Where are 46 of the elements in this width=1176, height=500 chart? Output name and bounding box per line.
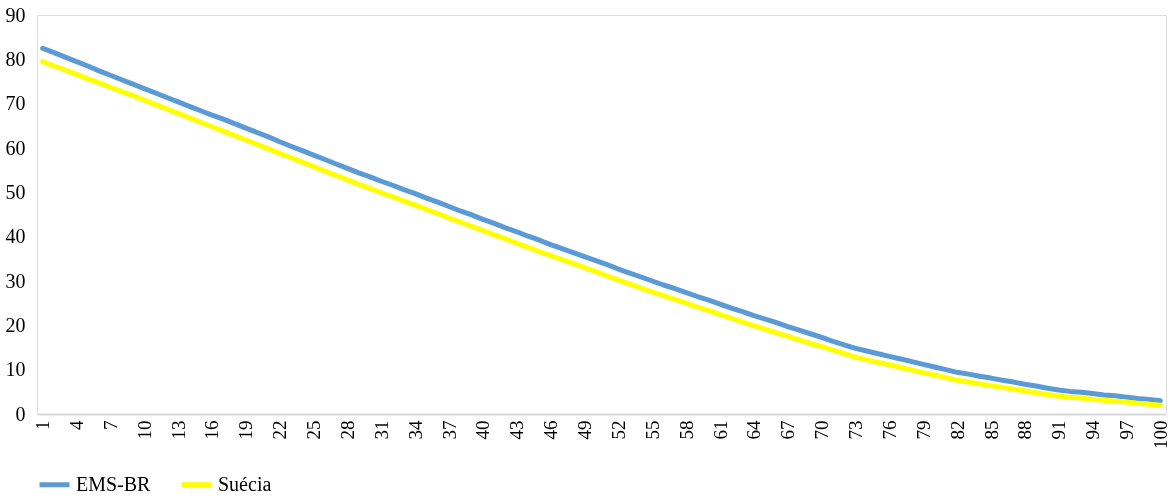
x-tick-label: 79 [912,420,934,440]
y-tick-label: 20 [5,313,26,336]
x-tick-label: 19 [235,420,257,440]
x-tick-label: 4 [66,420,88,430]
x-tick-label: 1 [32,420,54,430]
y-tick-label: 80 [5,47,26,70]
legend-label: Suécia [218,472,272,495]
y-tick-label: 40 [5,225,26,248]
x-tick-label: 7 [99,420,121,430]
x-tick-label: 88 [1014,420,1036,440]
x-tick-label: 82 [946,420,968,440]
x-tick-label: 97 [1115,420,1137,440]
y-tick-label: 30 [5,269,26,292]
x-tick-label: 43 [506,420,528,440]
y-tick-label: 0 [15,402,26,425]
y-tick-label: 50 [5,180,26,203]
y-tick-label: 10 [5,358,26,381]
x-tick-label: 100 [1149,420,1171,449]
legend-label: EMS-BR [76,472,152,495]
x-tick-label: 58 [675,420,697,440]
x-tick-label: 25 [303,420,325,440]
x-tick-label: 13 [167,420,189,440]
x-tick-label: 40 [472,420,494,440]
x-tick-label: 10 [133,420,155,440]
y-tick-label: 60 [5,136,26,159]
x-tick-label: 91 [1048,420,1070,440]
x-tick-label: 31 [370,420,392,440]
x-tick-label: 76 [878,420,900,440]
x-tick-label: 70 [811,420,833,440]
x-tick-label: 67 [777,420,799,440]
x-tick-label: 94 [1082,420,1104,440]
x-tick-label: 34 [404,420,426,440]
x-tick-label: 64 [743,420,765,440]
x-tick-label: 22 [269,420,291,440]
x-tick-label: 55 [641,420,663,440]
y-tick-label: 70 [5,92,26,115]
x-tick-label: 52 [607,420,629,440]
y-tick-label: 90 [5,3,26,26]
x-tick-label: 61 [709,420,731,440]
x-tick-label: 49 [574,420,596,440]
x-tick-label: 28 [336,420,358,440]
x-tick-label: 16 [201,420,223,440]
x-tick-label: 85 [980,420,1002,440]
x-tick-label: 46 [540,420,562,440]
x-tick-label: 73 [845,420,867,440]
x-tick-label: 37 [438,420,460,440]
